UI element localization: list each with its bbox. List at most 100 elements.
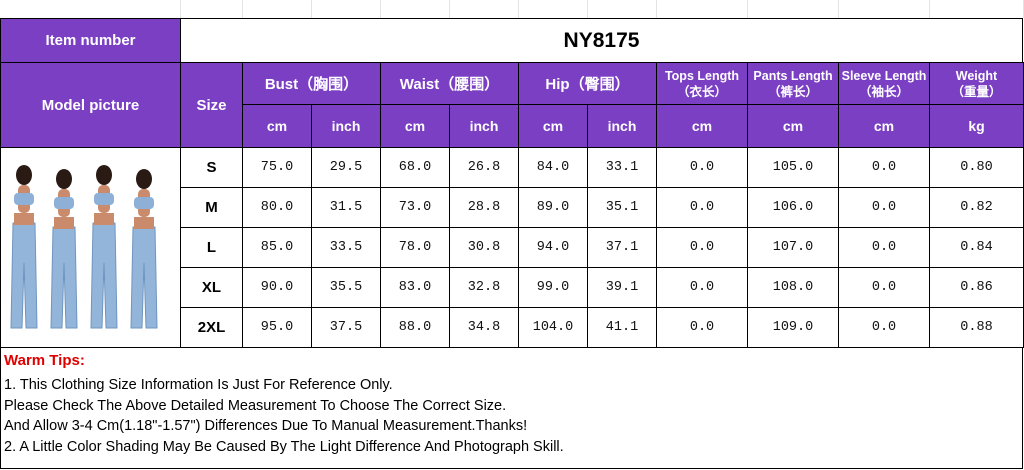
value-cell: 0.0 xyxy=(656,267,748,308)
tips-title: Warm Tips: xyxy=(4,352,85,369)
value-cell: 85.0 xyxy=(242,227,312,268)
group-name: Waist xyxy=(399,76,440,93)
group-header: Hip（臀围） xyxy=(518,62,657,105)
value-cell: 34.8 xyxy=(449,307,519,348)
sheet-grid xyxy=(380,0,450,18)
group-sub: （胸围） xyxy=(298,76,359,93)
value-cell: 0.0 xyxy=(656,307,748,348)
group-name: Bust xyxy=(264,76,299,93)
value-cell: 105.0 xyxy=(747,147,839,188)
group-label: Hip（臀围） xyxy=(545,73,629,94)
size-cell: S xyxy=(180,147,243,188)
value-cell: 80.0 xyxy=(242,187,312,228)
value-cell: 106.0 xyxy=(747,187,839,228)
value-cell: 78.0 xyxy=(380,227,450,268)
value-cell: 108.0 xyxy=(747,267,839,308)
group-sub: （袖长） xyxy=(858,84,909,99)
group-header: Weight （重量） xyxy=(929,62,1024,105)
value-cell: 29.5 xyxy=(311,147,381,188)
item-number-label: Item number xyxy=(0,18,181,63)
size-label: Size xyxy=(180,62,243,148)
value-cell: 37.1 xyxy=(587,227,657,268)
value-cell: 73.0 xyxy=(380,187,450,228)
unit-header: cm xyxy=(747,104,839,148)
value-cell: 32.8 xyxy=(449,267,519,308)
value-cell: 0.0 xyxy=(838,267,930,308)
tips-box xyxy=(0,347,1023,469)
size-cell: XL xyxy=(180,267,243,308)
group-header: Pants Length （裤长） xyxy=(747,62,839,105)
unit-header: inch xyxy=(449,104,519,148)
group-name: Sleeve Length xyxy=(841,68,927,83)
value-cell: 89.0 xyxy=(518,187,588,228)
tip-line: And Allow 3-4 Cm(1.18"-1.57") Difference… xyxy=(4,418,528,434)
group-header: Bust（胸围） xyxy=(242,62,381,105)
value-cell: 107.0 xyxy=(747,227,839,268)
model-photo xyxy=(9,164,158,328)
tip-line: 2. A Little Color Shading May Be Caused … xyxy=(4,438,564,455)
group-sub: （衣长） xyxy=(676,84,727,99)
value-cell: 0.88 xyxy=(929,307,1024,348)
tip-line: 1. This Clothing Size Information Is Jus… xyxy=(4,377,393,393)
value-cell: 104.0 xyxy=(518,307,588,348)
value-cell: 95.0 xyxy=(242,307,312,348)
value-cell: 35.5 xyxy=(311,267,381,308)
value-cell: 0.0 xyxy=(838,187,930,228)
value-cell: 39.1 xyxy=(587,267,657,308)
value-cell: 0.84 xyxy=(929,227,1024,268)
unit-header: cm xyxy=(838,104,930,148)
value-cell: 41.1 xyxy=(587,307,657,348)
value-cell: 33.5 xyxy=(311,227,381,268)
group-sub: （臀围） xyxy=(569,76,630,93)
value-cell: 84.0 xyxy=(518,147,588,188)
model-figure xyxy=(9,164,38,328)
model-figure xyxy=(89,164,118,328)
group-name: Weight xyxy=(955,68,998,83)
sheet-grid xyxy=(747,0,839,18)
value-cell: 31.5 xyxy=(311,187,381,228)
group-sub: （裤长） xyxy=(767,84,818,99)
value-cell: 0.0 xyxy=(656,147,748,188)
value-cell: 90.0 xyxy=(242,267,312,308)
value-cell: 0.0 xyxy=(838,147,930,188)
unit-header: cm xyxy=(380,104,450,148)
value-cell: 0.0 xyxy=(656,227,748,268)
sheet-grid xyxy=(449,0,519,18)
value-cell: 68.0 xyxy=(380,147,450,188)
model-figure xyxy=(129,168,158,328)
sheet-grid xyxy=(0,0,181,18)
group-name: Tops Length xyxy=(664,68,740,83)
unit-header: kg xyxy=(929,104,1024,148)
group-label: Bust（胸围） xyxy=(265,73,358,94)
unit-header: inch xyxy=(311,104,381,148)
group-sub: （腰围） xyxy=(439,76,500,93)
sheet-grid xyxy=(587,0,657,18)
value-cell: 35.1 xyxy=(587,187,657,228)
group-header: Sleeve Length （袖长） xyxy=(838,62,930,105)
sheet-grid xyxy=(838,0,930,18)
group-header: Tops Length （衣长） xyxy=(656,62,748,105)
size-cell: 2XL xyxy=(180,307,243,348)
value-cell: 0.80 xyxy=(929,147,1024,188)
unit-header: cm xyxy=(518,104,588,148)
group-label: Sleeve Length （袖长） xyxy=(842,68,927,100)
group-label: Tops Length （衣长） xyxy=(665,68,739,100)
group-header: Waist（腰围） xyxy=(380,62,519,105)
value-cell: 26.8 xyxy=(449,147,519,188)
group-name: Pants Length xyxy=(753,68,833,83)
group-label: Weight （重量） xyxy=(951,68,1001,100)
model-picture xyxy=(0,147,181,348)
group-label: Pants Length （裤长） xyxy=(753,68,832,100)
sheet-grid xyxy=(518,0,588,18)
value-cell: 88.0 xyxy=(380,307,450,348)
unit-header: cm xyxy=(242,104,312,148)
value-cell: 0.86 xyxy=(929,267,1024,308)
sheet-grid xyxy=(180,0,243,18)
value-cell: 109.0 xyxy=(747,307,839,348)
sheet-grid xyxy=(929,0,1024,18)
value-cell: 33.1 xyxy=(587,147,657,188)
value-cell: 0.0 xyxy=(838,307,930,348)
value-cell: 30.8 xyxy=(449,227,519,268)
size-cell: M xyxy=(180,187,243,228)
item-number: NY8175 xyxy=(180,18,1023,63)
